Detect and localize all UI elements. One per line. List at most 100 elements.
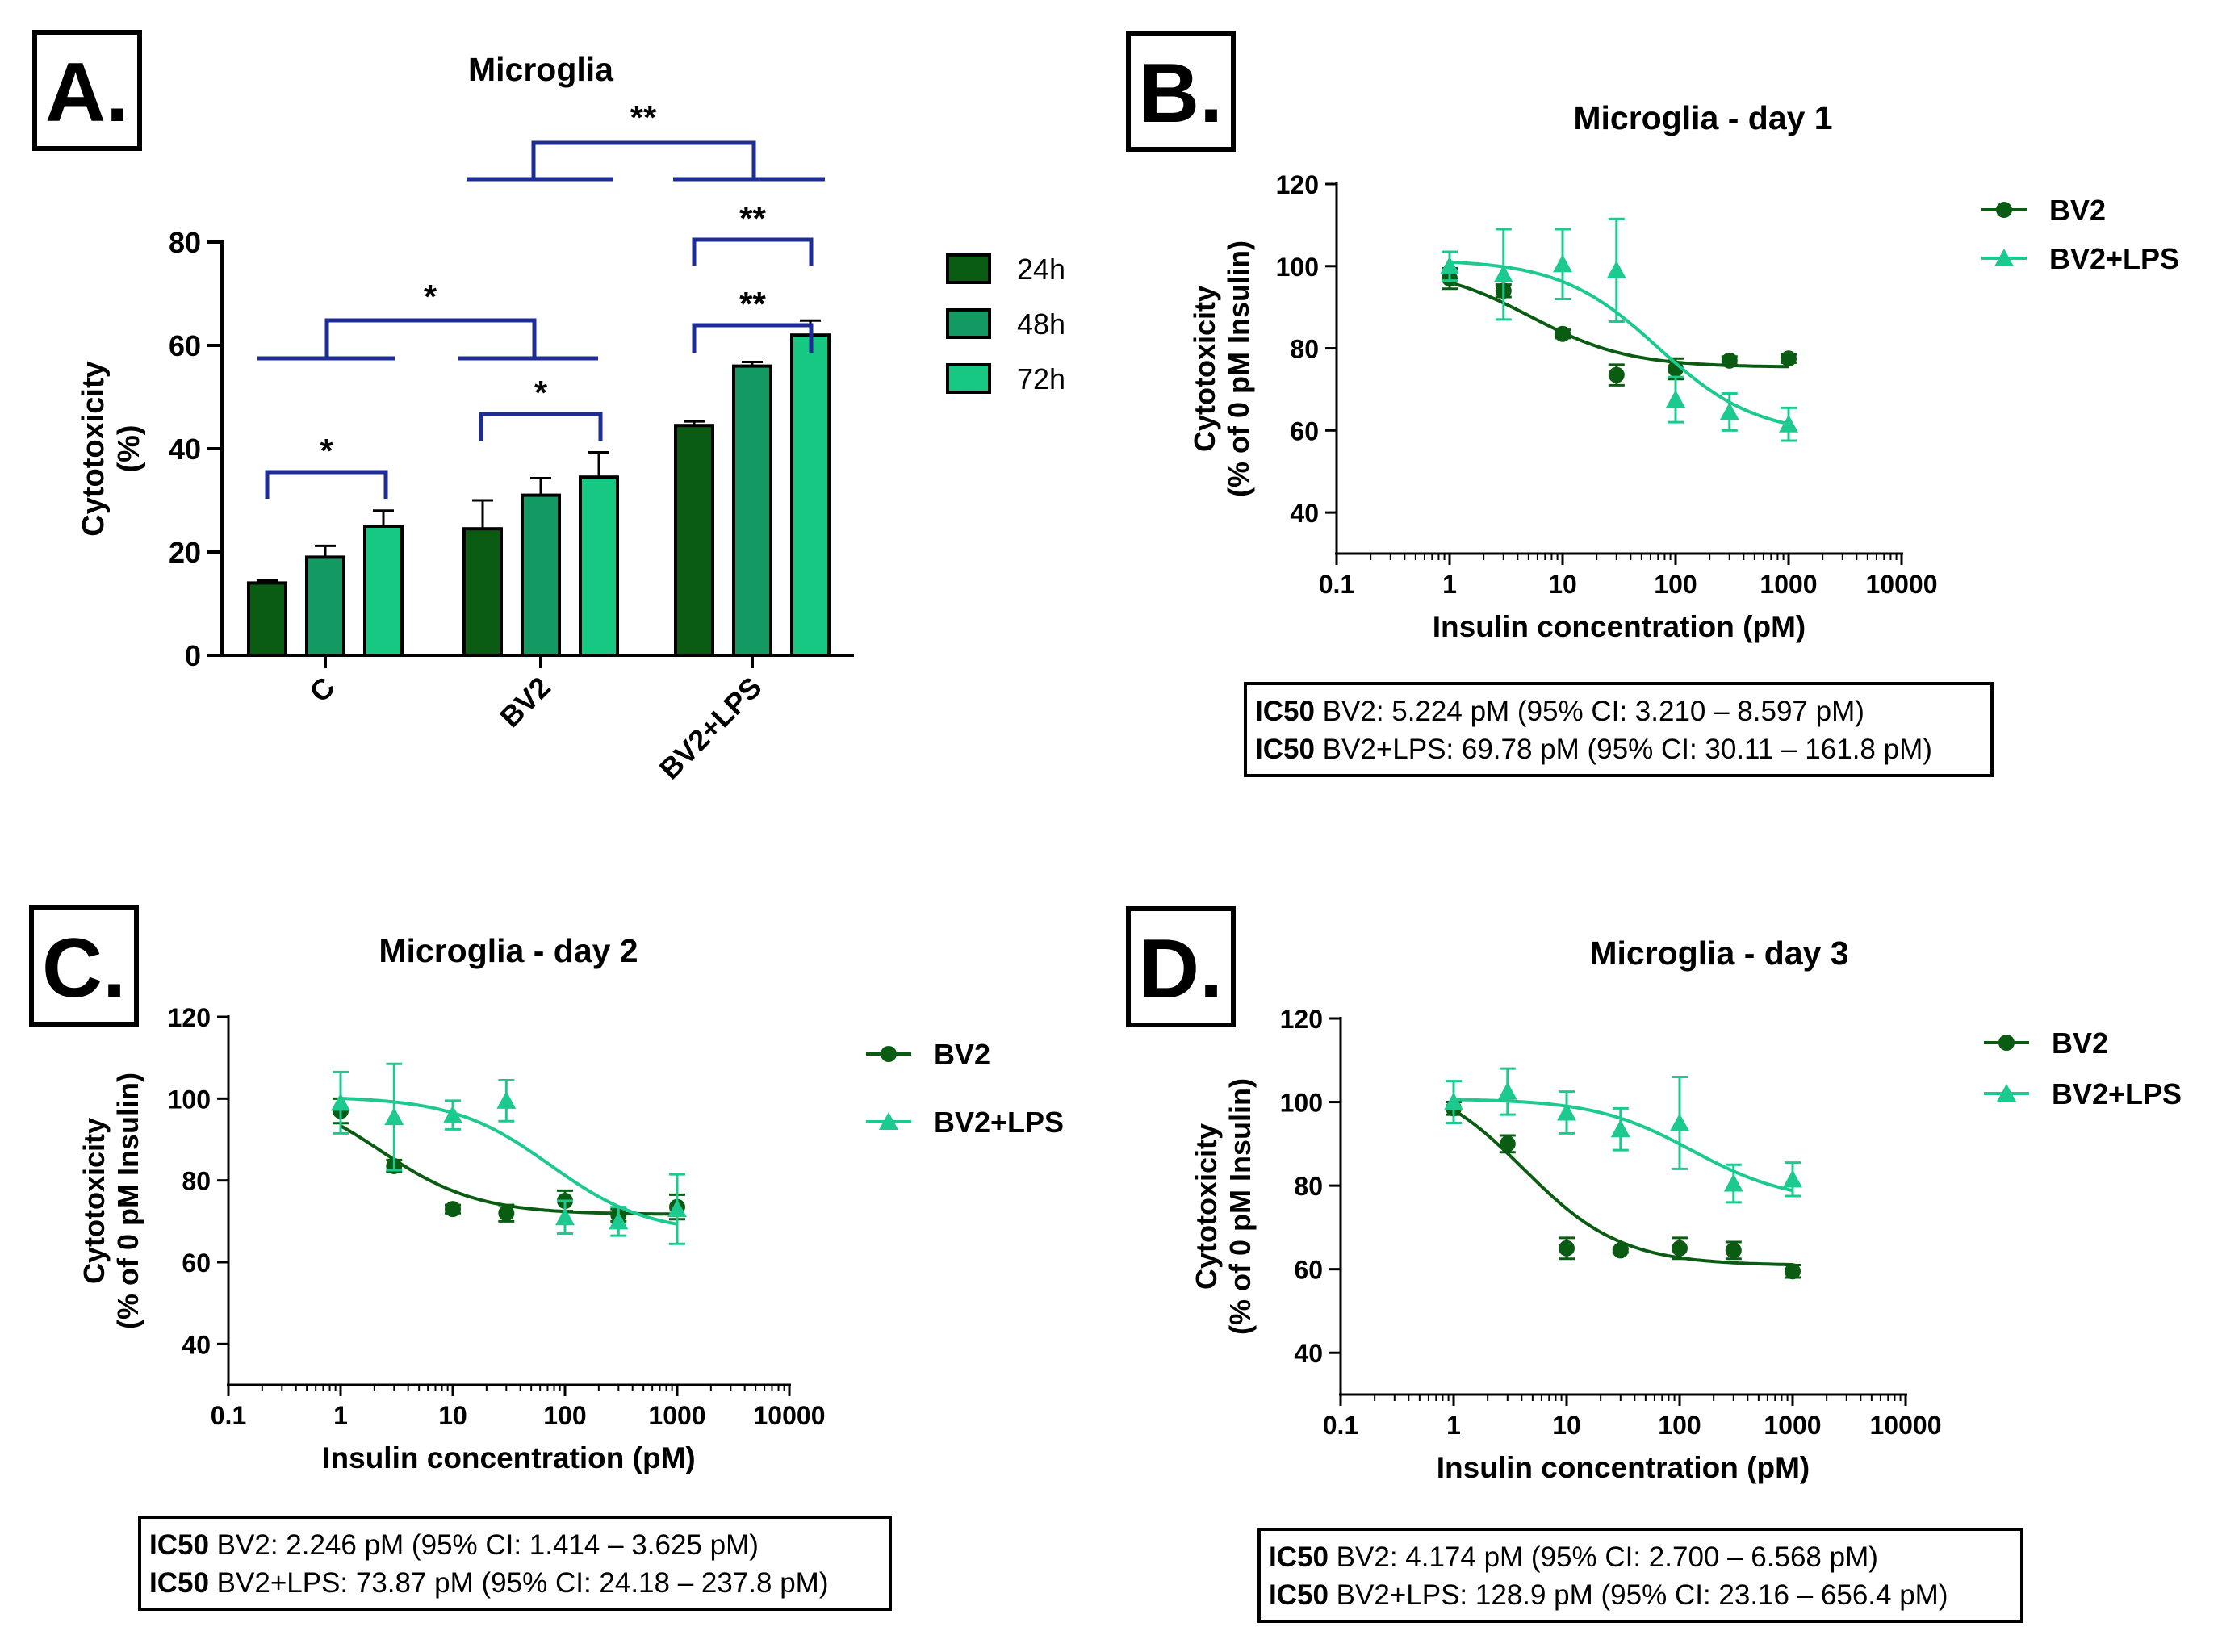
xtick-label: 0.1 [1323, 1411, 1358, 1440]
series-BV2+LPS [331, 1062, 687, 1245]
series-BV2 [1442, 266, 1797, 387]
legend-marker-BV2 [881, 1046, 897, 1062]
legend-label: BV2+LPS [2052, 1077, 2182, 1110]
ic50-label: IC50 [1269, 1541, 1329, 1573]
legend-marker-BV2+LPS [1997, 1084, 2016, 1102]
bar-24h [247, 581, 287, 658]
fit-curve-BV2+LPS [1453, 1098, 1793, 1193]
bar-48h [521, 493, 561, 657]
bar-24h [674, 424, 714, 657]
xtick-label: 1 [1442, 570, 1457, 599]
series-BV2+LPS [1444, 1067, 1802, 1204]
panel-letter-b-text: B. [1139, 47, 1223, 140]
data-point-BV2 [1555, 325, 1571, 342]
chart-a-ylabel: Cytotoxicity (%) [77, 361, 146, 536]
chart-a-title: Microglia [468, 51, 614, 88]
bar-48h [732, 364, 772, 657]
data-point-BV2 [498, 1205, 515, 1222]
data-point-BV2 [1721, 352, 1738, 369]
series-BV2+LPS [1440, 217, 1798, 442]
xtick-label: 10 [1548, 570, 1577, 599]
chart-a-ylabel-line1: Cytotoxicity [77, 361, 111, 536]
significance-label: ** [739, 199, 766, 237]
y-axis-label: Cytotoxicity (% of 0 pM Insulin) [1188, 240, 1255, 497]
chart-title: Microglia - day 3 [1589, 935, 1848, 972]
chart-a-ytick-label: 20 [169, 536, 201, 569]
xtick-label: 100 [1658, 1411, 1701, 1440]
legend-swatch-72h [946, 363, 991, 394]
data-point-BV2+LPS [1666, 390, 1685, 408]
data-point-BV2+LPS [555, 1207, 575, 1226]
ic50-label: IC50 [1255, 734, 1315, 765]
data-point-BV2+LPS [384, 1107, 404, 1126]
fit-curve-BV2+LPS [1449, 260, 1789, 426]
ytick-label: 40 [1294, 1339, 1323, 1368]
data-point-BV2 [1672, 1240, 1688, 1257]
ic50-line: IC50 BV2+LPS: 69.78 pM (95% CI: 30.11 – … [1255, 734, 1932, 765]
y-axis-label-line1: Cytotoxicity [1190, 1123, 1223, 1290]
panel-c-dose-chart: Microglia - day 2 40 60 80 100 120 0.1 1 10 100 10… [77, 932, 1064, 1611]
legend-marker-BV2 [1998, 1035, 2015, 1051]
chart-a-ytick-label: 40 [169, 433, 201, 466]
data-point-BV2+LPS [496, 1090, 517, 1109]
ytick-label: 40 [182, 1330, 211, 1359]
panel-letter-d: D. [1126, 906, 1236, 1027]
ic50-line: IC50 BV2+LPS: 128.9 pM (95% CI: 23.16 – … [1269, 1579, 1948, 1611]
panel-letter-d-box [1126, 906, 1236, 1027]
ic50-box [1244, 682, 1994, 777]
bar-72h [790, 333, 831, 657]
category-label: C [303, 671, 341, 709]
bar-72h [363, 525, 404, 657]
data-point-BV2+LPS [609, 1211, 629, 1230]
panel-letter-a-box [32, 30, 142, 151]
data-point-BV2+LPS [1497, 1081, 1517, 1100]
data-point-BV2 [1781, 350, 1797, 367]
legend-label: BV2 [934, 1038, 990, 1071]
significance-label: ** [630, 98, 657, 136]
xtick-label: 0.1 [1319, 570, 1354, 599]
ic50-label: IC50 [149, 1567, 209, 1599]
panel-letter-b: B. [1126, 31, 1236, 152]
significance-label: * [320, 432, 333, 470]
y-axis-label-line2: (% of 0 pM Insulin) [111, 1073, 144, 1329]
data-point-BV2+LPS [1610, 1119, 1630, 1138]
ytick-label: 100 [1280, 1089, 1323, 1118]
ic50-value: BV2: 4.174 pM (95% CI: 2.700 – 6.568 pM) [1329, 1541, 1878, 1573]
ic50-value: BV2+LPS: 128.9 pM (95% CI: 23.16 – 656.4… [1329, 1579, 1948, 1611]
ytick-label: 60 [1294, 1256, 1323, 1285]
ic50-value: BV2: 2.246 pM (95% CI: 1.414 – 3.625 pM) [209, 1529, 759, 1561]
panel-letter-a-text: A. [45, 46, 129, 140]
panel-letter-a: A. [32, 30, 142, 151]
legend-label: BV2 [2049, 194, 2106, 227]
ic50-line: IC50 BV2: 5.224 pM (95% CI: 3.210 – 8.59… [1255, 696, 1864, 727]
legend-label: 72h [1017, 362, 1065, 395]
ic50-label: IC50 [149, 1529, 209, 1561]
legend-marker-BV2+LPS [879, 1112, 898, 1130]
data-point-BV2+LPS [443, 1105, 462, 1123]
data-point-BV2+LPS [1670, 1113, 1689, 1131]
ic50-value: BV2+LPS: 69.78 pM (95% CI: 30.11 – 161.8… [1315, 734, 1932, 765]
significance-label: * [534, 374, 548, 412]
legend-label: BV2 [2052, 1027, 2108, 1060]
y-axis-label-line2: (% of 0 pM Insulin) [1222, 240, 1255, 497]
x-axis-label: Insulin concentration (pM) [1433, 610, 1806, 643]
ic50-label: IC50 [1269, 1579, 1329, 1611]
significance-bracket-nested [467, 140, 825, 182]
ytick-label: 60 [1290, 416, 1319, 445]
significance-label: ** [739, 285, 766, 323]
xtick-label: 10 [1552, 1411, 1581, 1440]
legend-marker-BV2 [1996, 202, 2012, 218]
panel-b-dose-chart: Microglia - day 1 40 60 80 100 120 0.1 1 10 100 10… [1188, 99, 2179, 777]
xtick-label: 100 [543, 1401, 586, 1430]
xtick-label: 1000 [1764, 1411, 1821, 1440]
y-axis-label-line2: (% of 0 pM Insulin) [1224, 1078, 1257, 1335]
data-point-BV2 [1612, 1242, 1629, 1259]
ytick-label: 40 [1290, 499, 1319, 528]
data-point-BV2 [1499, 1135, 1516, 1152]
panel-d-dose-chart: Microglia - day 3 40 60 80 100 120 0.1 1 10 100 10… [1190, 935, 2182, 1623]
xtick-label: 100 [1654, 570, 1697, 599]
ytick-label: 100 [1276, 253, 1319, 282]
xtick-label: 10000 [1870, 1411, 1942, 1440]
ytick-label: 100 [168, 1085, 211, 1114]
